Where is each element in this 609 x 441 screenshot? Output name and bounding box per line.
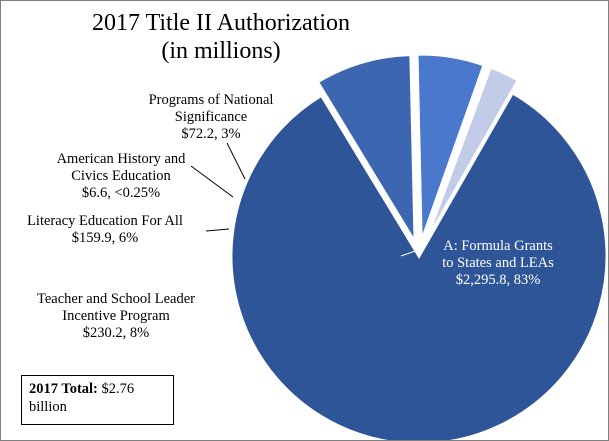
slice-label-line: $2,295.8, 83%	[455, 272, 541, 288]
slice-label-line: Programs of National	[148, 92, 274, 108]
slice-literacy	[415, 52, 486, 243]
slice-label-american-history: American History and Civics Education $6…	[41, 151, 201, 202]
slice-national-significance	[423, 65, 521, 245]
slice-label-line: Civics Education	[71, 168, 171, 184]
slice-label-formula-grants: A: Formula Grants to States and LEAs $2,…	[393, 238, 603, 289]
slice-label-line: $6.6, <0.25%	[81, 185, 161, 201]
pie-slices	[229, 52, 608, 440]
slice-label-line: A: Formula Grants	[443, 238, 553, 254]
slice-label-line: $72.2, 3%	[181, 126, 241, 142]
leader-line-american-history	[190, 165, 234, 198]
slice-label-literacy: Literacy Education For All $159.9, 6%	[5, 213, 205, 247]
slice-label-teacher-incentive: Teacher and School Leader Incentive Prog…	[21, 291, 211, 342]
chart-title-line1: 2017 Title II Authorization	[92, 10, 350, 36]
slice-label-line: $230.2, 8%	[82, 325, 150, 341]
leader-line-national-significance	[226, 142, 246, 180]
chart-title-line2: (in millions)	[161, 38, 281, 64]
chart-title: 2017 Title II Authorization (in millions…	[91, 9, 351, 65]
leader-line-formula-grants	[400, 248, 422, 257]
slice-formula-grants	[229, 90, 608, 440]
slice-label-line: Significance	[174, 109, 248, 125]
slice-label-line: $159.9, 6%	[71, 230, 139, 246]
slice-label-national-significance: Programs of National Significance $72.2,…	[131, 92, 291, 143]
leader-line-literacy	[205, 228, 230, 232]
total-label: 2017 Total:	[29, 381, 98, 397]
slice-label-line: Teacher and School Leader	[37, 291, 195, 307]
total-unit: billion	[29, 399, 67, 415]
total-box: 2017 Total: $2.76 billion	[21, 375, 174, 425]
slice-label-line: American History and	[56, 151, 186, 167]
total-value: $2.76	[101, 381, 135, 397]
leader-lines	[190, 142, 422, 257]
slice-label-line: Incentive Program	[62, 308, 170, 324]
slice-label-line: Literacy Education For All	[27, 213, 183, 229]
slice-label-line: to States and LEAs	[442, 255, 554, 271]
slice-teacher-incentive	[315, 53, 417, 249]
